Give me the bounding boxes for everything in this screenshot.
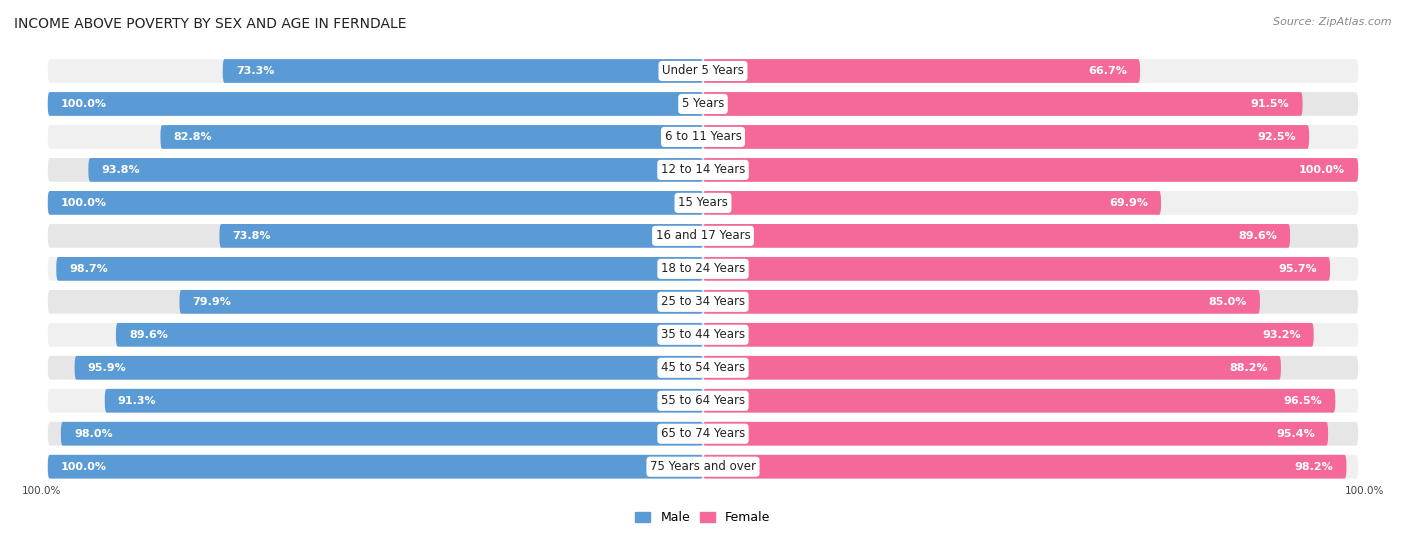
Text: 79.9%: 79.9% [193,297,232,307]
FancyBboxPatch shape [105,389,703,413]
FancyBboxPatch shape [48,455,1358,479]
Text: 75 Years and over: 75 Years and over [650,460,756,473]
FancyBboxPatch shape [703,125,1309,149]
FancyBboxPatch shape [222,59,703,83]
Text: 98.2%: 98.2% [1295,462,1333,472]
Text: 91.5%: 91.5% [1251,99,1289,109]
FancyBboxPatch shape [160,125,703,149]
Text: 93.2%: 93.2% [1263,330,1301,340]
FancyBboxPatch shape [48,422,1358,446]
FancyBboxPatch shape [703,422,1329,446]
Text: 35 to 44 Years: 35 to 44 Years [661,328,745,342]
FancyBboxPatch shape [48,455,703,479]
Text: 98.0%: 98.0% [75,429,112,439]
Text: 65 to 74 Years: 65 to 74 Years [661,427,745,440]
FancyBboxPatch shape [703,59,1140,83]
FancyBboxPatch shape [75,356,703,380]
FancyBboxPatch shape [703,290,1260,314]
FancyBboxPatch shape [180,290,703,314]
FancyBboxPatch shape [48,158,1358,182]
Text: 100.0%: 100.0% [1346,486,1385,496]
Text: 95.7%: 95.7% [1278,264,1317,274]
FancyBboxPatch shape [48,59,1358,83]
Text: 92.5%: 92.5% [1257,132,1296,142]
FancyBboxPatch shape [48,290,1358,314]
Text: 100.0%: 100.0% [60,462,107,472]
FancyBboxPatch shape [48,389,1358,413]
Text: 16 and 17 Years: 16 and 17 Years [655,229,751,243]
FancyBboxPatch shape [48,323,1358,347]
Text: 15 Years: 15 Years [678,196,728,210]
Text: 96.5%: 96.5% [1284,396,1322,406]
Text: 18 to 24 Years: 18 to 24 Years [661,262,745,276]
FancyBboxPatch shape [703,323,1313,347]
Text: Source: ZipAtlas.com: Source: ZipAtlas.com [1274,17,1392,27]
FancyBboxPatch shape [703,455,1347,479]
Text: 95.9%: 95.9% [87,363,127,373]
Text: 5 Years: 5 Years [682,97,724,111]
FancyBboxPatch shape [115,323,703,347]
FancyBboxPatch shape [48,92,703,116]
Text: 85.0%: 85.0% [1209,297,1247,307]
FancyBboxPatch shape [48,191,1358,215]
FancyBboxPatch shape [219,224,703,248]
Text: 55 to 64 Years: 55 to 64 Years [661,394,745,408]
Text: 25 to 34 Years: 25 to 34 Years [661,295,745,309]
Text: Under 5 Years: Under 5 Years [662,64,744,78]
FancyBboxPatch shape [60,422,703,446]
FancyBboxPatch shape [703,257,1330,281]
Text: 89.6%: 89.6% [129,330,167,340]
Text: INCOME ABOVE POVERTY BY SEX AND AGE IN FERNDALE: INCOME ABOVE POVERTY BY SEX AND AGE IN F… [14,17,406,31]
Text: 88.2%: 88.2% [1229,363,1268,373]
Text: 89.6%: 89.6% [1239,231,1277,241]
Text: 100.0%: 100.0% [60,99,107,109]
Text: 66.7%: 66.7% [1088,66,1128,76]
Text: 91.3%: 91.3% [118,396,156,406]
Text: 6 to 11 Years: 6 to 11 Years [665,130,741,144]
FancyBboxPatch shape [48,92,1358,116]
Legend: Male, Female: Male, Female [630,506,776,529]
FancyBboxPatch shape [703,92,1302,116]
Text: 73.3%: 73.3% [236,66,274,76]
FancyBboxPatch shape [48,356,1358,380]
Text: 98.7%: 98.7% [69,264,108,274]
Text: 100.0%: 100.0% [60,198,107,208]
FancyBboxPatch shape [703,389,1336,413]
FancyBboxPatch shape [703,224,1291,248]
FancyBboxPatch shape [48,257,1358,281]
Text: 45 to 54 Years: 45 to 54 Years [661,361,745,375]
FancyBboxPatch shape [56,257,703,281]
Text: 82.8%: 82.8% [173,132,212,142]
Text: 93.8%: 93.8% [101,165,141,175]
FancyBboxPatch shape [89,158,703,182]
Text: 12 to 14 Years: 12 to 14 Years [661,163,745,177]
FancyBboxPatch shape [703,158,1358,182]
FancyBboxPatch shape [48,191,703,215]
FancyBboxPatch shape [48,125,1358,149]
Text: 95.4%: 95.4% [1277,429,1315,439]
Text: 100.0%: 100.0% [1299,165,1346,175]
Text: 73.8%: 73.8% [232,231,271,241]
Text: 100.0%: 100.0% [21,486,60,496]
FancyBboxPatch shape [703,356,1281,380]
Text: 69.9%: 69.9% [1109,198,1147,208]
FancyBboxPatch shape [703,191,1161,215]
FancyBboxPatch shape [48,224,1358,248]
